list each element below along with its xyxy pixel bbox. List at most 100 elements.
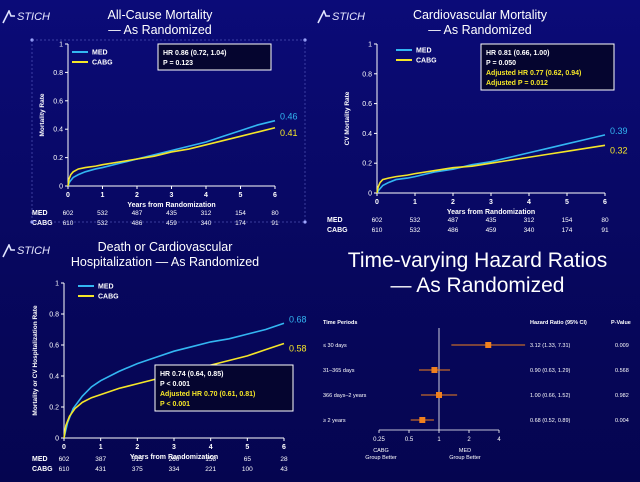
c3-x-tick-label-1: 0.5 <box>405 437 414 443</box>
forest-plot: Time Periods Hazard Ratio (95% CI) P-Value… <box>323 320 631 461</box>
chart-title-1-line2: — As Randomized <box>108 23 212 37</box>
c0-y-tick-label-0: 0 <box>59 184 63 191</box>
stich-logo-text-2: STICH <box>332 11 365 23</box>
c2-y-tick-label-1: 0.2 <box>49 405 59 412</box>
stich-logo-mark-icon <box>2 10 15 24</box>
c1-n-risk-label-cabg: CABG <box>327 227 348 234</box>
c2-n-risk-med-4: 158 <box>205 456 216 463</box>
c3-pvalue-1: 0.568 <box>615 368 629 374</box>
c1-end-label-med: 0.39 <box>610 126 628 136</box>
c1-x-axis-label: Years from Randomization <box>447 209 535 216</box>
stich-logo-3: STICH <box>2 244 50 258</box>
c3-period-1: 31–365 days <box>323 368 355 374</box>
c0-n-risk-cabg-5: 174 <box>235 220 246 227</box>
stich-logo-mark-icon-2 <box>317 10 330 24</box>
c1-x-tick-label-0: 0 <box>375 199 379 206</box>
c3-hr-text-3: 0.68 (0.52, 0.89) <box>530 418 571 424</box>
chart-title-1-line1: All-Cause Mortality <box>107 8 213 22</box>
c1-x-tick-label-6: 6 <box>603 199 607 206</box>
chart-death-or-cv-hosp: 0 0.2 0.4 0.6 0.8 1 0 1 2 3 4 5 6 Years from Randomiz… <box>32 281 307 474</box>
c2-n-risk-cabg-2: 375 <box>132 466 143 473</box>
c1-n-risk-med-1: 532 <box>410 217 421 224</box>
c1-legend-label-cabg: CABG <box>416 58 437 65</box>
c2-legend-label-med: MED <box>98 284 114 291</box>
c3-bottom-label-0-1: Group Better <box>365 455 397 461</box>
c0-n-risk-label-cabg: CABG <box>32 220 53 227</box>
c2-n-risk-med-5: 65 <box>244 456 252 463</box>
c0-n-risk-med-1: 532 <box>97 210 108 217</box>
c2-end-label-cabg: 0.58 <box>289 343 307 353</box>
c1-n-risk-cabg-5: 174 <box>562 227 573 234</box>
stich-logo-2: STICH <box>317 10 365 24</box>
c0-x-tick-label-2: 2 <box>135 192 139 199</box>
c3-period-2: 366 days–2 years <box>323 393 367 399</box>
c0-y-tick-label-5: 1 <box>59 42 63 49</box>
c2-stats-line-1: P < 0.001 <box>160 381 190 388</box>
c1-y-axis-label: CV Mortality Rate <box>344 91 351 145</box>
c1-n-risk-med-4: 312 <box>524 217 535 224</box>
c2-n-risk-cabg-3: 334 <box>169 466 180 473</box>
c0-n-risk-med-0: 602 <box>63 210 74 217</box>
c2-x-tick-label-1: 1 <box>99 444 103 451</box>
c2-y-tick-label-3: 0.6 <box>49 343 59 350</box>
c3-bottom-label-0-0: CABG <box>373 448 389 454</box>
c1-n-risk-med-2: 487 <box>448 217 459 224</box>
c0-frame-dot-2 <box>303 220 307 224</box>
c2-n-risk-med-3: 260 <box>169 456 180 463</box>
c0-y-tick-label-1: 0.2 <box>53 155 63 162</box>
c0-legend-label-cabg: CABG <box>92 60 113 67</box>
forest-title: Time-varying Hazard Ratios — As Randomiz… <box>315 248 640 298</box>
c0-x-tick-label-3: 3 <box>170 192 174 199</box>
c0-n-risk-med-6: 80 <box>271 210 279 217</box>
c2-y-tick-label-0: 0 <box>55 436 59 443</box>
c2-x-axis-label: Years from Randomization <box>130 454 218 461</box>
c0-n-risk-cabg-6: 91 <box>271 220 279 227</box>
c0-end-label-med: 0.46 <box>280 112 298 122</box>
c3-header-hr: Hazard Ratio (95% CI) <box>530 320 587 326</box>
c1-series-med-line <box>376 134 606 194</box>
c0-x-tick-label-4: 4 <box>204 192 208 199</box>
chart-title-2-line1: Cardiovascular Mortality <box>412 8 548 22</box>
c3-hr-text-1: 0.90 (0.63, 1.29) <box>530 368 571 374</box>
c2-stats-line-0: HR 0.74 (0.64, 0.85) <box>160 371 223 378</box>
c0-n-risk-med-2: 487 <box>132 210 143 217</box>
c2-n-risk-cabg-5: 100 <box>242 466 253 473</box>
c2-n-risk-cabg-4: 221 <box>205 466 216 473</box>
c2-n-risk-label-med: MED <box>32 456 48 463</box>
c3-bottom-label-1-1: Group Better <box>449 455 481 461</box>
c3-hr-point-1 <box>431 367 438 373</box>
c3-x-tick-label-2: 1 <box>437 437 441 443</box>
panel-all-cause-mortality: STICH All-Cause Mortality — As Randomize… <box>0 0 310 238</box>
c3-hr-text-0: 3.12 (1.33, 7.31) <box>530 343 571 349</box>
c3-period-3: ≥ 2 years <box>323 418 346 424</box>
c2-n-risk-med-2: 315 <box>132 456 143 463</box>
c1-stats-box <box>480 43 615 91</box>
c0-n-risk-cabg-2: 486 <box>132 220 143 227</box>
c0-n-risk-med-3: 435 <box>166 210 177 217</box>
c2-y-tick-label-4: 0.8 <box>49 312 59 319</box>
c1-n-risk-cabg-0: 610 <box>372 227 383 234</box>
c0-n-risk-med-4: 312 <box>201 210 212 217</box>
c3-header-pvalue: P-Value <box>611 320 631 326</box>
chart-title-1: All-Cause Mortality — As Randomized <box>60 8 260 38</box>
c2-stats-box <box>154 364 294 412</box>
c1-n-risk-label-med: MED <box>327 217 343 224</box>
c1-n-risk-cabg-3: 459 <box>486 227 497 234</box>
c1-n-risk-cabg-1: 532 <box>410 227 421 234</box>
c3-period-0: ≤ 30 days <box>323 343 347 349</box>
chart-title-3-line1: Death or Cardiovascular <box>97 240 233 254</box>
c0-n-risk-cabg-4: 340 <box>201 220 212 227</box>
chart-title-2-line2: — As Randomized <box>428 23 532 37</box>
c2-legend-label-cabg: CABG <box>98 294 119 301</box>
stich-logo: STICH <box>2 10 50 24</box>
c0-x-tick-label-1: 1 <box>101 192 105 199</box>
c3-hr-point-0 <box>485 342 492 348</box>
c1-n-risk-cabg-2: 486 <box>448 227 459 234</box>
c2-n-risk-label-cabg: CABG <box>32 466 53 473</box>
c1-y-tick-label-4: 0.8 <box>362 71 372 78</box>
c0-stats-line-0: HR 0.86 (0.72, 1.04) <box>163 50 226 57</box>
c2-stats-line-2: Adjusted HR 0.70 (0.61, 0.81) <box>160 391 255 398</box>
c1-y-tick-label-1: 0.2 <box>362 161 372 168</box>
c1-end-label-cabg: 0.32 <box>610 145 628 155</box>
c0-x-tick-label-5: 5 <box>239 192 243 199</box>
